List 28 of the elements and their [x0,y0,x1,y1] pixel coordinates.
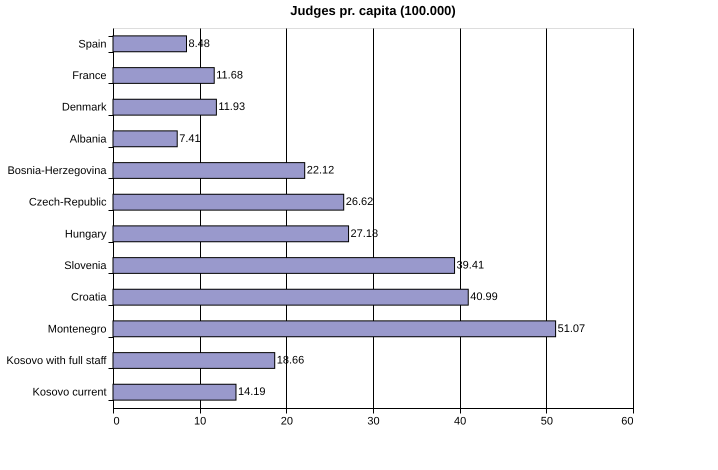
data-label: 40.99 [470,291,498,304]
x-tick-label: 10 [194,416,206,428]
y-tick-label: Albania [70,133,108,146]
y-tick-label: Hungary [64,228,107,240]
x-tick-label: 30 [367,416,380,428]
y-tick-label: Bosnia-Herzegovina [7,165,108,177]
chart-title: Judges pr. capita (100.000) [290,3,456,18]
data-label: 14.19 [238,386,266,398]
y-tick-label: Denmark [62,102,107,114]
y-tick-label: Slovenia [64,260,108,272]
y-tick-label: Montenegro [48,323,106,336]
y-tick-label: Croatia [71,292,108,304]
y-tick-label: Spain [78,38,106,50]
y-tick-label: Kosovo with full staff [6,355,108,367]
x-tick-label: 20 [280,416,293,428]
data-label: 22.12 [306,164,334,176]
x-tick-label: 40 [454,416,466,428]
data-label: 7.41 [179,132,201,145]
data-label: 11.93 [218,101,246,114]
x-tick-label: 50 [540,416,553,428]
y-tick-label: Czech-Republic [28,196,107,209]
y-tick-label: France [72,70,106,82]
data-label: 51.07 [558,322,586,335]
y-tick-label: Kosovo current [32,386,106,399]
data-label: 11.68 [216,70,243,82]
x-tick-label: 60 [621,416,634,428]
data-label: 26.62 [346,196,374,208]
x-tick-label: 0 [114,416,120,428]
